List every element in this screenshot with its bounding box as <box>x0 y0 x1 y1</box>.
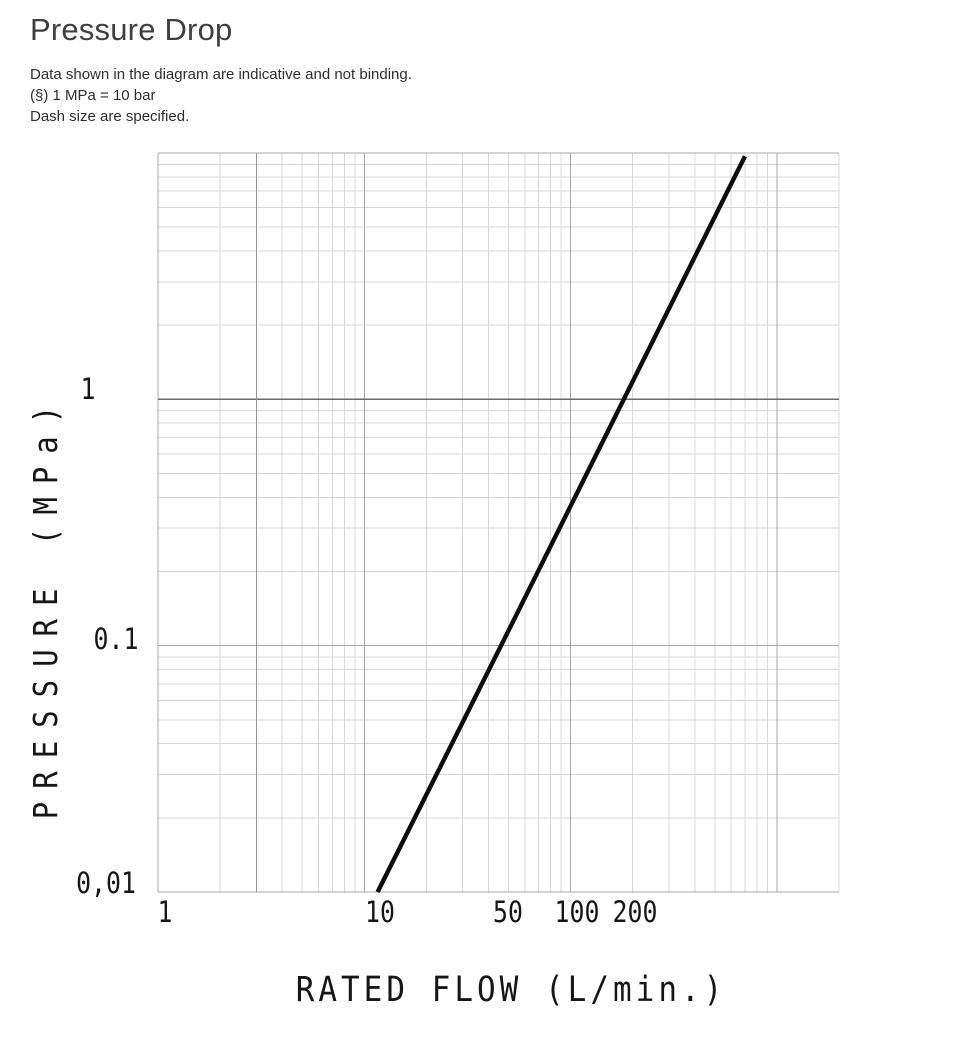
x-tick-label: 10 <box>365 896 396 930</box>
pressure-drop-curve <box>375 155 747 893</box>
note-dash-size: Dash size are specified. <box>30 108 190 125</box>
note-indicative: Data shown in the diagram are indicative… <box>30 66 412 83</box>
x-tick-label: 50 <box>493 896 524 930</box>
chart-notes: Data shown in the diagram are indicative… <box>30 64 412 127</box>
x-tick-label: 200 <box>612 896 658 930</box>
y-tick-label: 1 <box>80 373 96 407</box>
y-tick-label: 0.1 <box>93 623 139 657</box>
x-tick-label: 100 <box>554 896 600 930</box>
page-title: Pressure Drop <box>30 12 233 47</box>
y-tick-label: 0,01 <box>76 867 136 901</box>
y-axis-title: PRESSURE (MPa) <box>26 392 66 820</box>
note-unit-conversion: (§) 1 MPa = 10 bar <box>30 87 156 104</box>
x-tick-label: 1 <box>157 896 173 930</box>
x-axis-title: RATED FLOW (L/min.) <box>295 969 727 1011</box>
